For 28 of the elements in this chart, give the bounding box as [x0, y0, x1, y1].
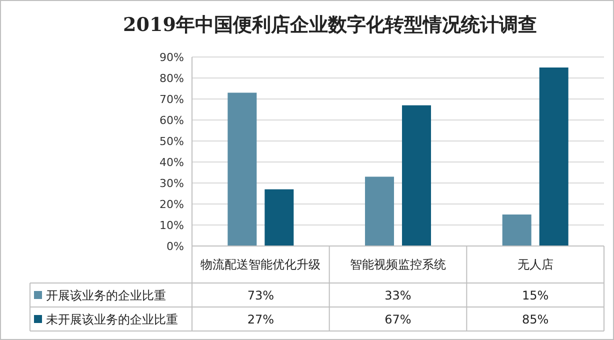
x-tick-label: 物流配送智能优化升级 — [200, 258, 321, 272]
y-tick-label: 60% — [160, 114, 184, 127]
y-tick-label: 50% — [160, 135, 184, 148]
y-tick-label: 40% — [160, 156, 184, 169]
y-tick-label: 80% — [160, 72, 184, 85]
bar — [539, 68, 568, 246]
data-label: 33% — [384, 288, 412, 302]
bar — [365, 176, 394, 246]
y-tick-label: 90% — [160, 51, 184, 64]
y-tick-label: 30% — [160, 177, 184, 190]
legend-label: 开展该业务的企业比重 — [46, 288, 166, 302]
bar — [402, 105, 431, 246]
y-tick-label: 0% — [166, 240, 184, 253]
data-label: 67% — [384, 312, 412, 326]
data-label: 85% — [522, 312, 549, 326]
y-tick-label: 10% — [160, 219, 184, 232]
y-tick-label: 20% — [160, 198, 184, 211]
data-label: 73% — [247, 288, 274, 302]
legend-label: 未开展该业务的企业比重 — [46, 312, 178, 326]
x-tick-label: 无人店 — [517, 258, 554, 272]
bar — [228, 92, 257, 246]
bar — [264, 189, 294, 246]
data-label: 27% — [247, 312, 274, 326]
x-tick-label: 智能视频监控系统 — [350, 258, 446, 272]
data-label: 15% — [522, 288, 549, 302]
bar — [502, 214, 532, 246]
y-tick-label: 70% — [160, 93, 184, 106]
chart-title: 2019年中国便利店企业数字化转型情况统计调查 — [123, 14, 537, 36]
